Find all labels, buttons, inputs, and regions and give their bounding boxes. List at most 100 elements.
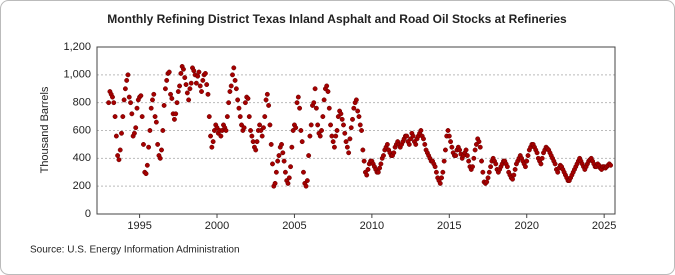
marker [257, 122, 263, 128]
marker [433, 169, 439, 175]
marker [410, 133, 416, 139]
marker [146, 144, 152, 150]
chart-title: Monthly Refining District Texas Inland A… [107, 12, 567, 26]
marker [384, 141, 390, 147]
marker [351, 105, 357, 111]
y-tick-label: 0 [85, 208, 91, 220]
marker [307, 133, 313, 139]
marker [223, 128, 229, 133]
marker [480, 169, 486, 175]
marker [188, 80, 194, 86]
marker [525, 153, 531, 159]
marker [325, 89, 331, 94]
marker [134, 105, 140, 111]
marker [168, 91, 174, 97]
y-tick-label: 200 [73, 180, 91, 192]
marker [267, 122, 273, 128]
marker [446, 133, 452, 139]
marker [479, 158, 485, 164]
marker [350, 116, 355, 122]
marker [226, 100, 232, 106]
marker [208, 133, 214, 139]
marker [445, 128, 451, 133]
marker [228, 83, 234, 89]
marker [261, 125, 266, 131]
marker [299, 139, 305, 145]
marker [298, 128, 304, 133]
marker [555, 169, 561, 175]
marker [342, 130, 348, 136]
marker [343, 139, 349, 145]
x-tick-label: 2010 [360, 220, 384, 232]
marker [119, 130, 124, 136]
source: Source: U.S. Energy Information Administ… [30, 245, 240, 256]
marker [330, 139, 336, 145]
marker [289, 144, 295, 150]
marker [449, 144, 455, 150]
marker [375, 169, 381, 175]
marker [196, 69, 202, 75]
marker [463, 147, 469, 153]
marker [552, 161, 558, 167]
marker [313, 105, 319, 111]
marker [128, 100, 134, 106]
marker [262, 114, 268, 120]
marker [486, 169, 492, 175]
marker [110, 94, 115, 100]
marker [116, 157, 122, 163]
marker [377, 165, 383, 171]
y-tick-label: 1,200 [63, 41, 91, 53]
marker [422, 141, 428, 147]
marker [348, 125, 354, 131]
x-tick-label: 2025 [592, 220, 616, 232]
marker [276, 153, 282, 159]
marker [440, 169, 446, 175]
marker [117, 147, 123, 153]
marker [174, 100, 180, 106]
marker [148, 105, 154, 111]
marker [317, 133, 323, 139]
marker [311, 100, 317, 106]
marker [264, 91, 270, 97]
marker [159, 147, 164, 153]
marker [328, 122, 334, 128]
marker [281, 158, 287, 164]
marker [122, 86, 128, 92]
marker [432, 164, 438, 170]
plot-area [96, 46, 616, 215]
marker [197, 83, 203, 89]
marker [205, 91, 211, 97]
marker [321, 97, 327, 103]
marker [200, 77, 206, 83]
marker [113, 133, 119, 139]
marker [106, 100, 112, 106]
marker [315, 122, 321, 128]
marker [111, 100, 117, 106]
marker [477, 144, 483, 150]
marker [304, 178, 310, 184]
marker [361, 158, 367, 164]
marker [241, 125, 247, 131]
marker [160, 128, 166, 133]
marker [297, 105, 303, 111]
marker [331, 144, 337, 150]
marker [466, 158, 472, 164]
marker [270, 161, 275, 167]
marker [347, 136, 353, 142]
y-tick-label: 400 [73, 152, 91, 164]
marker [235, 97, 241, 103]
marker [233, 86, 239, 92]
marker [115, 153, 121, 159]
marker [472, 147, 478, 153]
x-tick-label: 2000 [205, 220, 229, 232]
marker [294, 100, 300, 106]
marker [246, 114, 252, 120]
marker [147, 128, 153, 133]
marker [320, 114, 326, 120]
marker [275, 158, 281, 164]
marker [326, 105, 332, 111]
x-tick-label: 1995 [127, 220, 151, 232]
x-tick-label: 2015 [437, 220, 461, 232]
marker [191, 68, 197, 74]
marker [182, 75, 188, 81]
